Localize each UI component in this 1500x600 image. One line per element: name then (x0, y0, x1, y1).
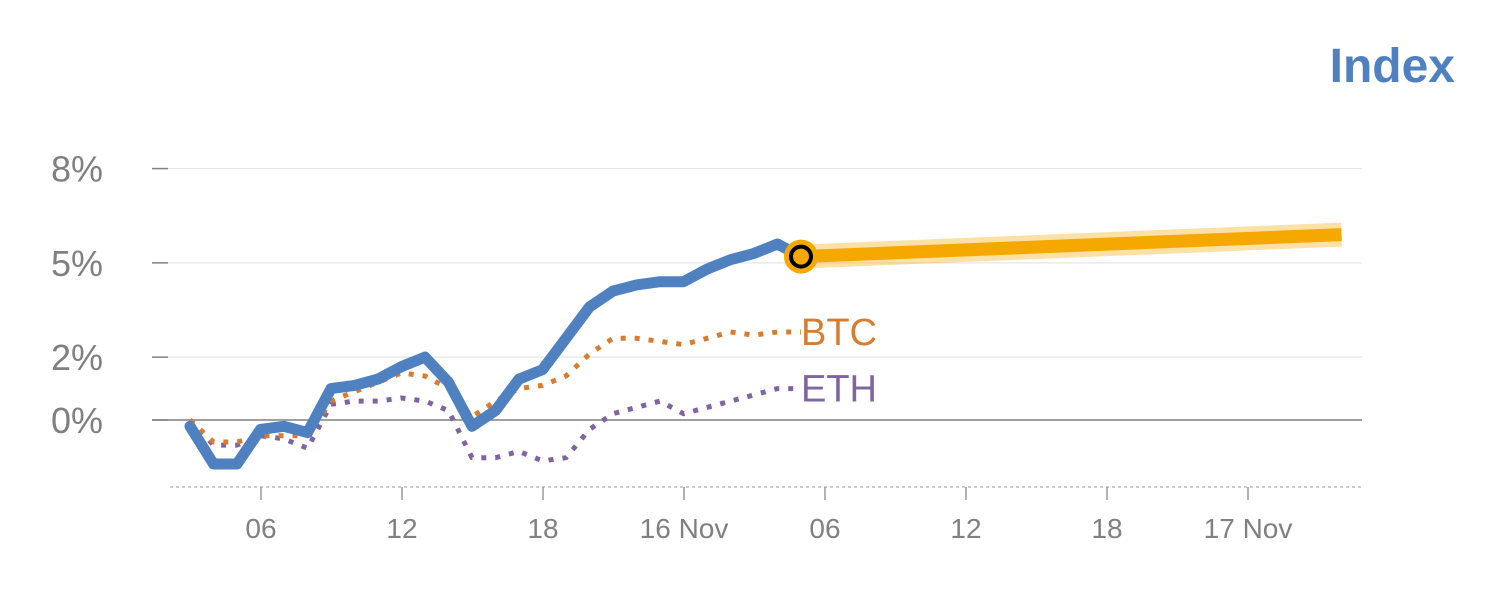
y-tick-label: 0% (51, 400, 103, 441)
y-tick-label: 2% (51, 337, 103, 378)
series-label-eth: ETH (801, 369, 877, 411)
y-tick-label: 8% (51, 149, 103, 190)
x-tick-label: 12 (950, 513, 981, 544)
y-tick-label: 5% (51, 243, 103, 284)
x-tick-label: 06 (809, 513, 840, 544)
x-tick-label: 17 Nov (1204, 513, 1293, 544)
x-tick-label: 18 (527, 513, 558, 544)
chart-title: Index (1330, 40, 1456, 93)
forecast-line (800, 228, 1342, 264)
marker-outer (784, 239, 818, 274)
x-tick-label: 06 (245, 513, 276, 544)
series-line-eth (188, 386, 801, 464)
x-tick-label: 12 (386, 513, 417, 544)
x-tick-label: 18 (1091, 513, 1122, 544)
marker-ring (789, 244, 813, 269)
index-line (184, 238, 807, 470)
series-label-btc: BTC (801, 312, 877, 354)
x-tick-label: 16 Nov (640, 513, 729, 544)
